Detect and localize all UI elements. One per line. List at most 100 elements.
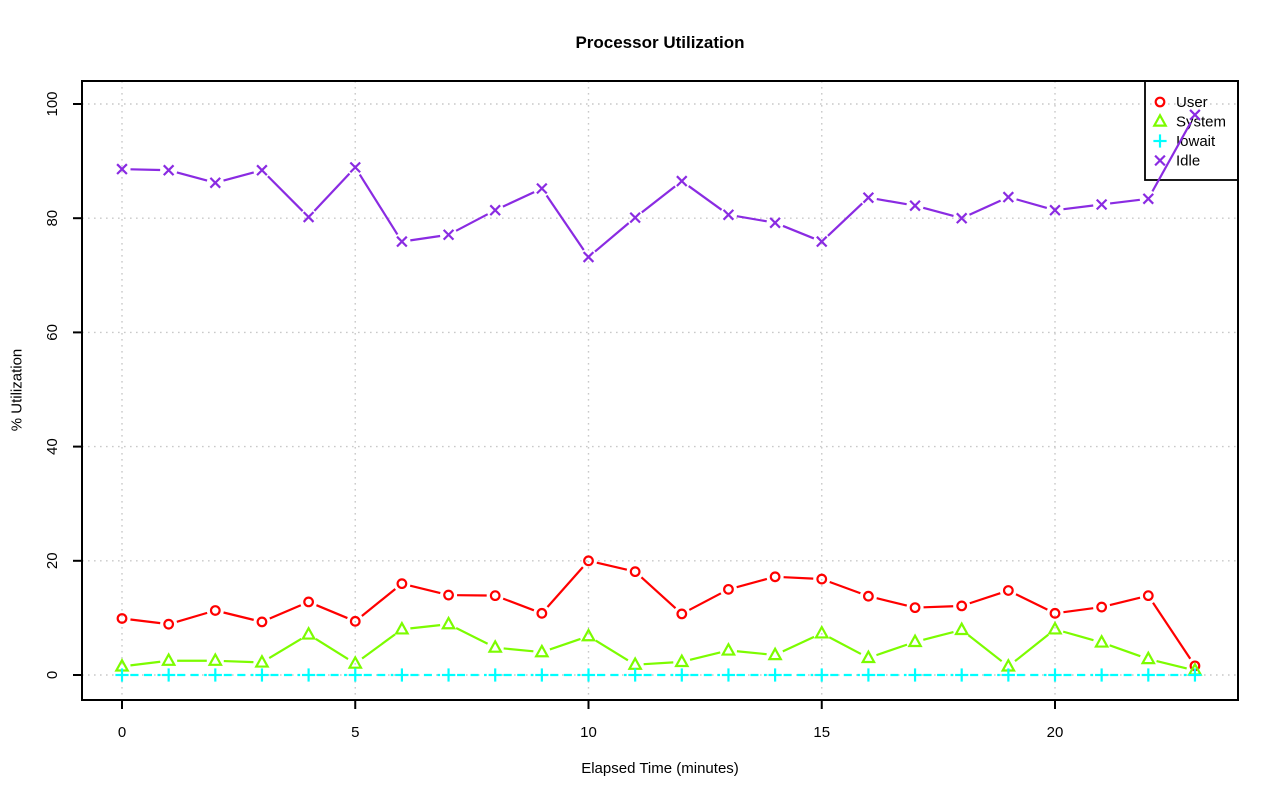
axis-ticks: [73, 103, 1056, 709]
iowait-point: [162, 668, 176, 682]
iowait-point: [675, 668, 689, 682]
iowait-point: [395, 668, 409, 682]
series-segment: [1016, 198, 1048, 209]
user-point: [349, 615, 361, 627]
user-point: [209, 605, 221, 616]
x-tick-label: 10: [580, 724, 597, 741]
user-point: [583, 555, 594, 567]
series-segment: [923, 605, 954, 609]
idle-point: [209, 177, 221, 189]
user-point: [769, 571, 781, 583]
idle-point: [489, 204, 501, 216]
user-point: [1096, 601, 1108, 613]
legend-system-marker: [1152, 113, 1168, 127]
series-segment: [643, 661, 674, 666]
idle-point: [116, 163, 128, 175]
user-point: [396, 578, 408, 590]
series-segment: [176, 611, 208, 623]
series-segment: [130, 660, 161, 667]
series-segment: [827, 202, 863, 237]
series-segment: [640, 576, 677, 610]
series-segment: [596, 561, 628, 571]
series-segment: [1014, 633, 1050, 663]
iowait-point: [535, 668, 549, 682]
idle-point: [1142, 193, 1154, 205]
x-axis-title: Elapsed Time (minutes): [581, 760, 739, 777]
iowait-point: [1001, 668, 1015, 682]
iowait-point: [208, 668, 222, 682]
idle-point: [1049, 204, 1061, 216]
series-segment: [876, 643, 908, 657]
y-axis-title: % Utilization: [8, 348, 26, 432]
series-segment: [409, 584, 441, 595]
series-segment: [545, 194, 585, 251]
user-point: [676, 608, 688, 620]
series-segment: [782, 224, 815, 240]
iowait-point: [1188, 668, 1202, 682]
series-segment: [1063, 607, 1094, 614]
series-segment: [594, 222, 630, 253]
x-tick-label: 15: [813, 724, 830, 741]
plot-border: [81, 80, 1239, 701]
series-segment: [410, 234, 441, 242]
idle-point: [582, 251, 595, 263]
iowait-point: [255, 668, 269, 682]
user-point: [303, 596, 315, 608]
idle-point: [302, 211, 315, 223]
series-segment: [455, 213, 489, 232]
idle-point: [816, 235, 828, 248]
idle-point: [349, 161, 361, 174]
series-segment: [502, 597, 535, 612]
user-point: [1002, 585, 1014, 596]
system-point: [720, 641, 737, 656]
system-point: [674, 653, 690, 668]
iowait-point: [721, 668, 736, 682]
iowait-point: [302, 668, 316, 682]
series-segment: [502, 191, 535, 208]
series-segment: [968, 199, 1002, 216]
system-point: [907, 633, 923, 648]
x-tick-label: 20: [1047, 724, 1064, 741]
series-system-line: [130, 624, 1187, 670]
system-point: [347, 655, 363, 669]
idle-point: [629, 211, 641, 224]
system-point: [254, 653, 270, 668]
idle-point: [956, 212, 968, 224]
series-segment: [1156, 659, 1187, 670]
series-segment: [130, 168, 161, 172]
y-tick-label: 40: [44, 438, 61, 455]
user-point: [536, 607, 548, 619]
system-point: [301, 625, 317, 640]
user-point: [629, 566, 641, 578]
series-segment: [1109, 596, 1141, 607]
y-tick-label: 60: [44, 324, 61, 341]
idle-point: [442, 229, 455, 241]
series-segment: [876, 197, 907, 206]
system-point: [161, 652, 177, 666]
user-point: [489, 590, 501, 602]
series-segment: [783, 576, 814, 580]
series-segment: [358, 173, 399, 235]
series-segment: [688, 185, 723, 211]
idle-point: [1002, 191, 1015, 203]
idle-point: [1095, 198, 1108, 211]
series-segment: [269, 604, 302, 620]
gridlines: [82, 81, 1238, 700]
user-point: [956, 600, 968, 612]
user-point: [816, 573, 828, 585]
iowait-point: [1095, 668, 1109, 682]
legend-label-system: System: [1176, 114, 1226, 131]
series-segment: [595, 639, 629, 662]
chart-title: Processor Utilization: [575, 33, 745, 52]
series-segment: [223, 659, 254, 664]
series-segment: [922, 206, 954, 218]
series-segment: [1151, 121, 1192, 192]
iowait-point: [628, 668, 642, 682]
series-segment: [829, 580, 861, 595]
series-segment: [316, 604, 348, 620]
idle-point: [162, 164, 175, 176]
legend-iowait-marker: [1153, 134, 1167, 148]
system-point: [394, 620, 410, 635]
series-segment: [361, 633, 396, 660]
series-segment: [736, 577, 768, 589]
